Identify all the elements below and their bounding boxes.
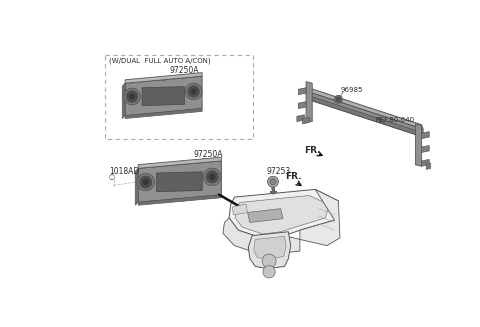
Circle shape (142, 179, 149, 185)
Circle shape (185, 83, 202, 100)
Polygon shape (308, 92, 423, 137)
Polygon shape (138, 161, 221, 202)
Polygon shape (306, 95, 423, 137)
Circle shape (335, 95, 342, 103)
Text: REF.80-640: REF.80-640 (375, 117, 415, 123)
Polygon shape (297, 115, 304, 122)
Polygon shape (254, 236, 286, 259)
Polygon shape (229, 189, 338, 238)
Polygon shape (421, 146, 429, 152)
Polygon shape (248, 232, 291, 269)
Circle shape (263, 266, 275, 278)
Text: 97250A: 97250A (164, 66, 199, 81)
Polygon shape (302, 117, 310, 124)
Circle shape (129, 93, 135, 100)
Text: FR.: FR. (304, 146, 321, 155)
Polygon shape (426, 163, 434, 169)
Circle shape (126, 91, 138, 102)
Circle shape (124, 88, 141, 105)
Polygon shape (299, 102, 306, 109)
Polygon shape (223, 218, 300, 253)
Circle shape (270, 179, 276, 185)
Text: 96985: 96985 (341, 87, 363, 93)
Circle shape (204, 168, 221, 186)
Text: (W/DUAL  FULL AUTO A/CON): (W/DUAL FULL AUTO A/CON) (109, 57, 211, 64)
Polygon shape (415, 124, 421, 166)
Text: ○: ○ (109, 174, 115, 181)
Polygon shape (421, 159, 429, 166)
Polygon shape (156, 172, 202, 192)
Polygon shape (306, 87, 423, 129)
Circle shape (262, 254, 276, 268)
Polygon shape (232, 204, 248, 215)
Polygon shape (135, 168, 138, 205)
Text: 97253: 97253 (267, 167, 291, 176)
Polygon shape (125, 73, 202, 83)
Circle shape (137, 173, 155, 191)
Circle shape (336, 97, 341, 102)
Polygon shape (306, 82, 312, 122)
Polygon shape (421, 132, 429, 139)
Polygon shape (248, 209, 283, 222)
Polygon shape (299, 88, 306, 95)
Polygon shape (122, 83, 125, 118)
Polygon shape (138, 195, 221, 205)
Circle shape (206, 171, 218, 183)
Polygon shape (138, 157, 221, 168)
Polygon shape (235, 196, 329, 234)
Text: FR.: FR. (285, 172, 302, 181)
Polygon shape (125, 109, 202, 118)
Text: 97250A: 97250A (193, 150, 223, 159)
Polygon shape (300, 189, 340, 246)
Circle shape (188, 86, 200, 97)
Polygon shape (125, 76, 202, 116)
Circle shape (191, 88, 197, 95)
Circle shape (140, 176, 152, 188)
Circle shape (267, 176, 278, 187)
Bar (105, 55, 253, 139)
Polygon shape (142, 87, 184, 106)
Circle shape (209, 174, 216, 180)
Text: 1018AD: 1018AD (109, 167, 139, 176)
